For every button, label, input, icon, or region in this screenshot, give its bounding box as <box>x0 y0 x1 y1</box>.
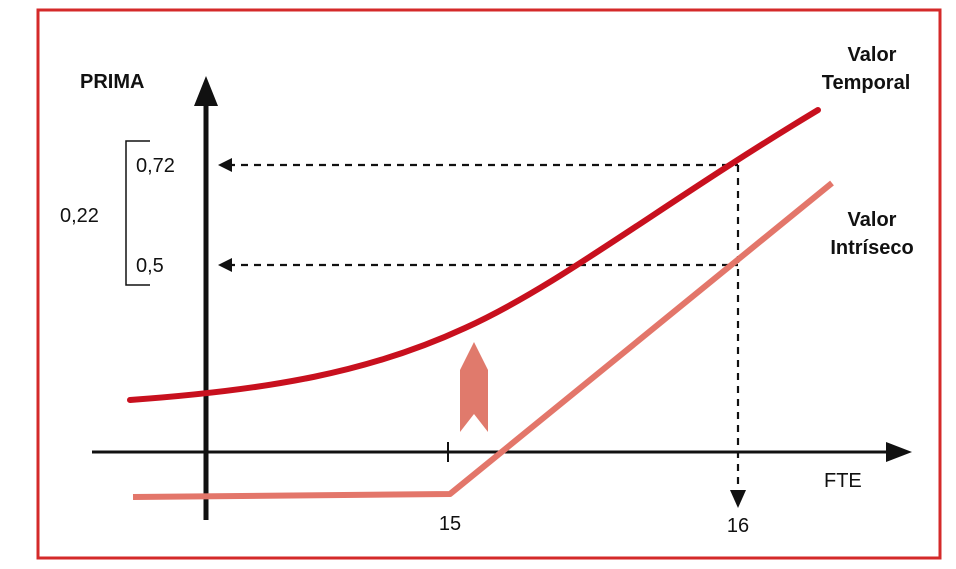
y-axis-label: PRIMA <box>80 71 144 93</box>
x-tick-label-15: 15 <box>439 513 461 535</box>
series-line-valor-intriseco <box>132 180 834 500</box>
frame-border <box>36 8 942 560</box>
series-label-temporal-line2: Temporal <box>822 72 911 94</box>
x-axis-label: FTE <box>824 470 862 492</box>
y-axis-arrowhead <box>194 76 218 106</box>
series-label-temporal-line1: Valor <box>848 44 897 66</box>
series-label-intrinsic-line1: Valor <box>848 209 897 231</box>
upward-arrow-marker <box>460 342 488 432</box>
bracket-022 <box>125 140 150 286</box>
x-tick-label-16: 16 <box>727 515 749 537</box>
series-line-valor-temporal <box>127 107 821 403</box>
x-axis-arrowhead <box>886 442 912 462</box>
guide-05-arrowhead <box>218 258 232 272</box>
bracket-label: 0,22 <box>60 205 99 227</box>
guide-16-arrowhead <box>730 490 746 508</box>
series-label-intrinsic-line2: Intríseco <box>830 237 913 259</box>
y-tick-label-05: 0,5 <box>136 255 164 277</box>
y-tick-label-072: 0,72 <box>136 155 175 177</box>
guide-072-arrowhead <box>218 158 232 172</box>
